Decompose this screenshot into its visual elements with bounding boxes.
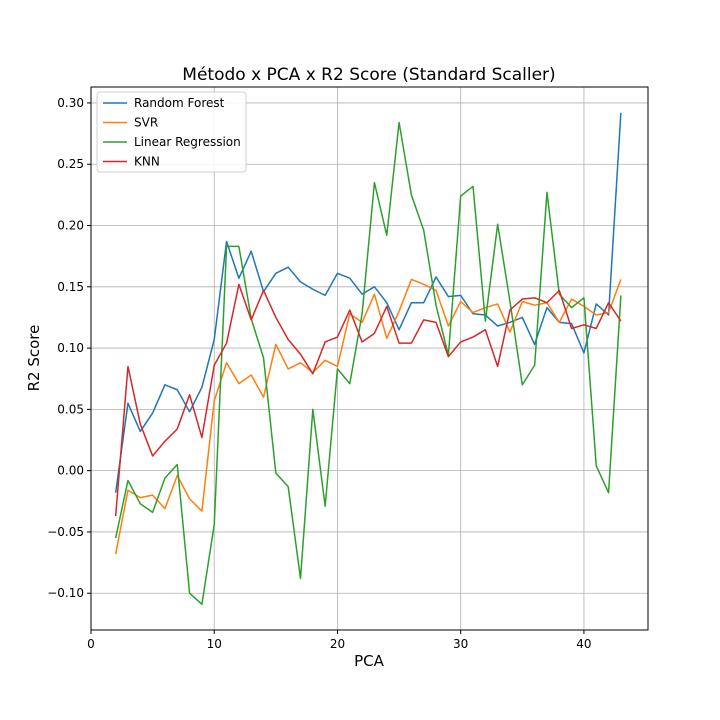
x-tick-label: 0 (87, 637, 95, 651)
y-tick-label: −0.05 (47, 525, 84, 539)
x-tick-label: 40 (576, 637, 591, 651)
y-tick-label: 0.30 (57, 96, 84, 110)
series-lines (114, 112, 622, 606)
legend: Random Forest SVR Linear Regression KNN (96, 91, 247, 173)
y-tick-label: 0.20 (57, 219, 84, 233)
x-tick-label: 30 (453, 637, 468, 651)
x-axis-label: PCA (354, 652, 385, 670)
axis-ticks: 0 10 20 30 40 −0.10 −0.05 0.00 0.05 0.10 0.15 0.20 0… (47, 96, 591, 651)
y-tick-label: 0.10 (57, 341, 84, 355)
y-tick-label: 0.15 (57, 280, 84, 294)
x-tick-label: 10 (207, 637, 222, 651)
plot-frame (90, 86, 649, 631)
chart-title: Método x PCA x R2 Score (Standard Scalle… (182, 65, 555, 85)
legend-box (96, 91, 247, 173)
legend-label: Linear Regression (134, 135, 241, 149)
series-line-linear-regression (114, 121, 622, 606)
y-tick-label: 0.05 (57, 402, 84, 416)
series-line-svr (114, 278, 622, 555)
x-tick-label: 20 (330, 637, 345, 651)
series-line-knn (114, 283, 622, 517)
legend-label: KNN (134, 155, 160, 169)
y-tick-label: 0.00 (57, 464, 84, 478)
legend-label: SVR (134, 116, 158, 130)
y-tick-label: 0.25 (57, 157, 84, 171)
y-axis-label: R2 Score (25, 325, 43, 392)
y-tick-label: −0.10 (47, 586, 84, 600)
legend-label: Random Forest (134, 96, 225, 110)
